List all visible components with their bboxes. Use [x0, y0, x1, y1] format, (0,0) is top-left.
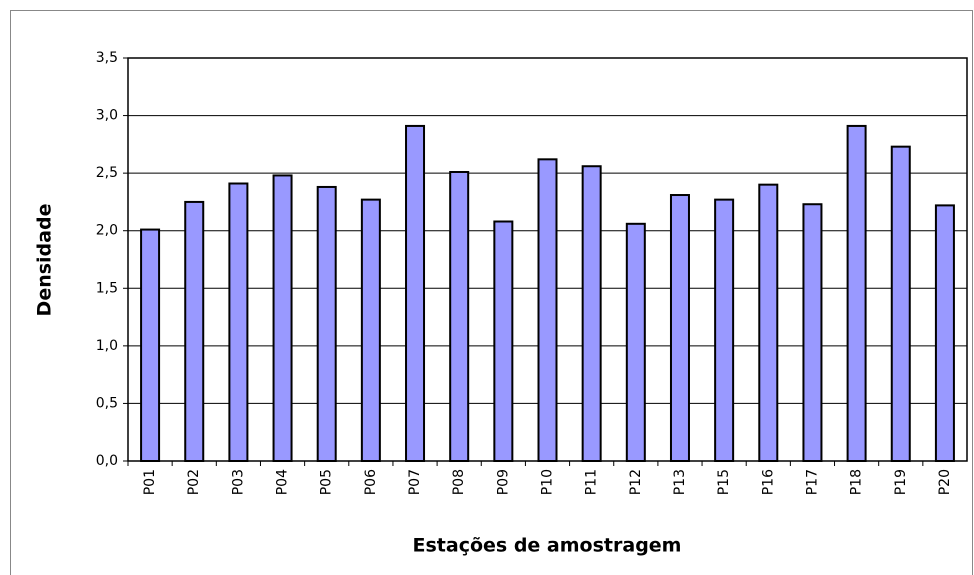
bar [625, 222, 646, 462]
bar [758, 183, 779, 463]
x-tick-label: P18 [849, 469, 865, 495]
x-tick-label: P17 [804, 469, 820, 495]
x-tick-label: P09 [495, 469, 511, 495]
bar [184, 200, 205, 463]
x-tick-label: P11 [584, 469, 600, 495]
bar [272, 174, 293, 462]
y-tick-label: 3,5 [96, 50, 118, 66]
x-tick-label: P13 [672, 469, 688, 495]
x-tick-label: P12 [628, 469, 644, 495]
bar [405, 124, 426, 462]
x-tick-label: P20 [937, 469, 953, 495]
bar [802, 203, 823, 463]
bar [228, 182, 249, 462]
x-tick-label: P16 [760, 469, 776, 495]
bar [846, 124, 867, 462]
bar [537, 158, 558, 462]
x-tick-label: P06 [363, 469, 379, 495]
bar [360, 198, 381, 463]
y-tick-label: 1,0 [96, 338, 118, 354]
y-tick-label: 1,5 [96, 280, 118, 296]
y-tick-label: 0,0 [96, 453, 118, 469]
x-tick-label: P07 [407, 469, 423, 495]
y-axis-title: Densidade [34, 204, 56, 317]
x-tick-label: P03 [230, 469, 246, 495]
x-tick-label: P10 [540, 469, 556, 495]
y-tick-label: 3,0 [96, 108, 118, 124]
x-tick-label: P15 [716, 469, 732, 495]
bar [669, 194, 690, 463]
bar [890, 145, 911, 462]
bar [140, 228, 161, 462]
x-axis-title: Estações de amostragem [413, 535, 682, 557]
bar [449, 170, 470, 462]
x-tick-label: P19 [893, 469, 909, 495]
x-tick-label: P05 [319, 469, 335, 495]
x-tick-label: P04 [275, 469, 291, 495]
x-tick-label: P02 [186, 469, 202, 495]
y-tick-label: 0,5 [96, 395, 118, 411]
bar [316, 185, 337, 463]
bar [581, 165, 602, 462]
x-tick-label: P08 [451, 469, 467, 495]
y-tick-label: 2,0 [96, 223, 118, 239]
x-tick-label: P01 [142, 469, 158, 495]
bar [934, 204, 955, 462]
y-tick-label: 2,5 [96, 165, 118, 181]
bar [493, 220, 514, 462]
bar [714, 198, 735, 463]
